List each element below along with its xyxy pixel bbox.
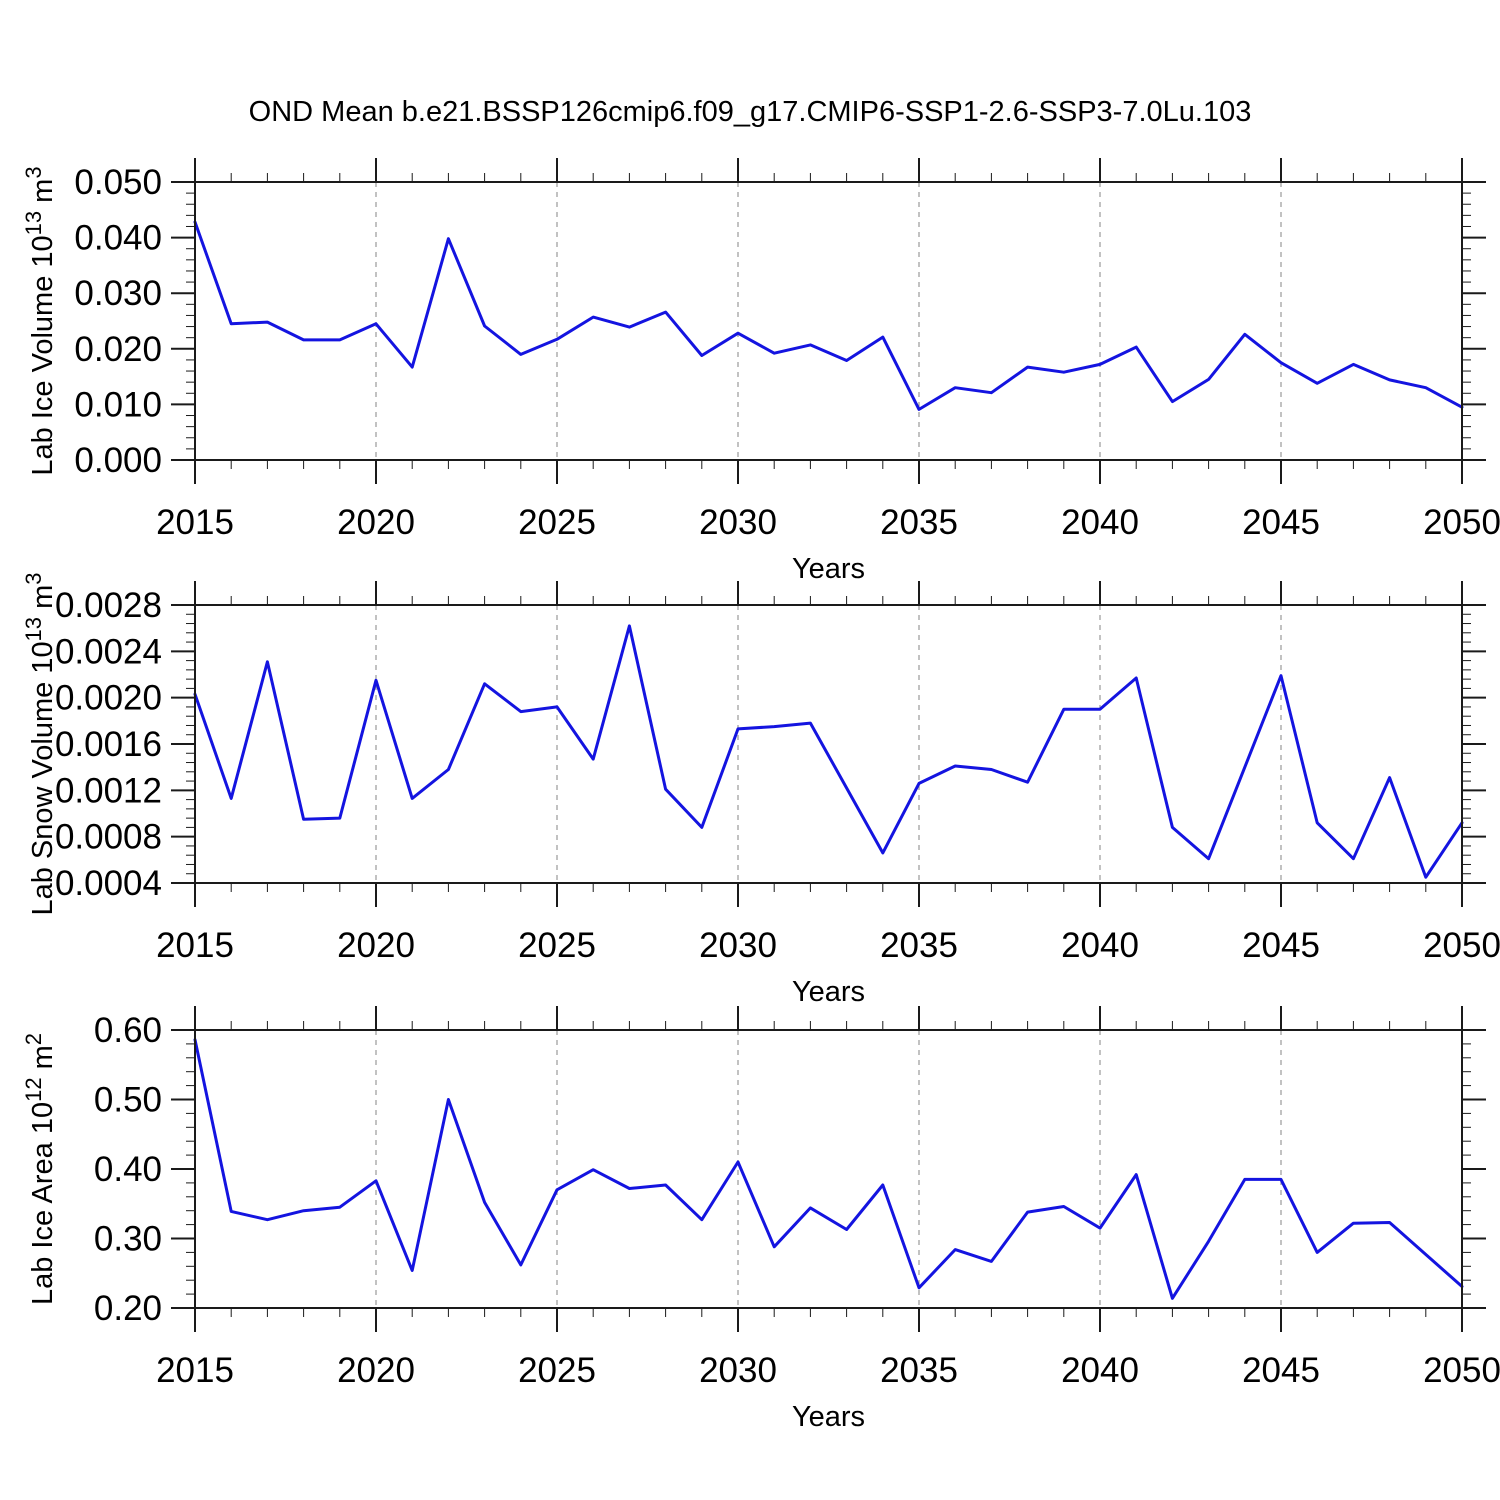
x-ticks (194, 1006, 1463, 1332)
x-tick-label: 2045 (1242, 503, 1320, 542)
x-tick-label: 2025 (518, 926, 596, 965)
data-line (193, 220, 1464, 411)
y-tick-labels: 0.000 0.010 0.020 0.030 0.040 0.050 (74, 163, 162, 480)
y-tick-label: 0.50 (94, 1081, 162, 1120)
y-tick-label: 0.020 (74, 330, 162, 369)
figure-title: OND Mean b.e21.BSSP126cmip6.f09_g17.CMIP… (248, 96, 1252, 128)
x-tick-label: 2040 (1061, 503, 1139, 542)
y-tick-label: 0.0024 (55, 632, 162, 671)
x-gridlines (375, 605, 1282, 883)
x-tick-label: 2040 (1061, 1351, 1139, 1390)
data-line (193, 624, 1464, 879)
y-tick-labels: 0.0004 0.0008 0.0012 0.0016 0.0020 0.0024 0.00… (55, 586, 162, 903)
x-tick-label: 2025 (518, 1351, 596, 1390)
plot-frame (194, 1029, 1463, 1309)
y-axis-title: Lab Snow Volume 1013 m3 (21, 572, 59, 915)
panel-2: 0.0004 0.0008 0.0012 0.0016 0.0020 0.0024 0.00… (21, 572, 1500, 1008)
y-tick-label: 0.0012 (55, 771, 162, 810)
x-tick-label: 2050 (1423, 926, 1500, 965)
x-tick-label: 2015 (156, 926, 234, 965)
x-tick-label: 2015 (156, 503, 234, 542)
y-tick-label: 0.60 (94, 1011, 162, 1050)
x-tick-label: 2050 (1423, 1351, 1500, 1390)
y-tick-label: 0.0016 (55, 725, 162, 764)
x-tick-label: 2030 (699, 503, 777, 542)
x-tick-label: 2035 (880, 926, 958, 965)
x-gridlines (375, 1030, 1282, 1308)
x-tick-labels: 2015 2020 2025 2030 2035 2040 2045 2050 (156, 503, 1500, 542)
x-tick-label: 2050 (1423, 503, 1500, 542)
plot-frame (194, 604, 1463, 884)
x-axis-title: Years (792, 1401, 865, 1433)
x-tick-label: 2020 (337, 503, 415, 542)
x-tick-label: 2030 (699, 1351, 777, 1390)
x-tick-label: 2015 (156, 1351, 234, 1390)
y-ticks (171, 604, 1486, 884)
y-tick-label: 0.0020 (55, 679, 162, 718)
x-axis-title: Years (792, 976, 865, 1008)
y-ticks (171, 181, 1486, 461)
y-tick-label: 0.30 (94, 1220, 162, 1259)
x-tick-labels: 2015 2020 2025 2030 2035 2040 2045 2050 (156, 1351, 1500, 1390)
x-tick-label: 2040 (1061, 926, 1139, 965)
y-axis-title: Lab Ice Area 1012 m2 (21, 1033, 59, 1305)
x-tick-label: 2035 (880, 503, 958, 542)
x-tick-label: 2020 (337, 1351, 415, 1390)
y-tick-label: 0.040 (74, 219, 162, 258)
x-tick-label: 2025 (518, 503, 596, 542)
y-tick-label: 0.000 (74, 441, 162, 480)
y-tick-label: 0.050 (74, 163, 162, 202)
x-gridlines (375, 182, 1282, 460)
data-line (193, 1038, 1464, 1300)
x-tick-label: 2020 (337, 926, 415, 965)
y-tick-label: 0.0004 (55, 864, 162, 903)
y-tick-label: 0.010 (74, 385, 162, 424)
x-tick-labels: 2015 2020 2025 2030 2035 2040 2045 2050 (156, 926, 1500, 965)
x-tick-label: 2045 (1242, 1351, 1320, 1390)
plot-frame (194, 181, 1463, 461)
x-tick-label: 2030 (699, 926, 777, 965)
panel-3: 0.20 0.30 0.40 0.50 0.60 2015 2020 2025 2030 2035… (21, 1006, 1500, 1433)
y-axis-title: Lab Ice Volume 1013 m3 (21, 166, 59, 475)
y-ticks (171, 1029, 1486, 1309)
x-tick-label: 2035 (880, 1351, 958, 1390)
x-ticks (194, 158, 1463, 484)
y-tick-label: 0.20 (94, 1289, 162, 1328)
x-ticks (194, 581, 1463, 907)
x-tick-label: 2045 (1242, 926, 1320, 965)
y-tick-label: 0.0028 (55, 586, 162, 625)
x-axis-title: Years (792, 553, 865, 585)
y-tick-label: 0.030 (74, 274, 162, 313)
y-tick-label: 0.0008 (55, 818, 162, 857)
y-tick-labels: 0.20 0.30 0.40 0.50 0.60 (94, 1011, 162, 1328)
y-tick-label: 0.40 (94, 1150, 162, 1189)
